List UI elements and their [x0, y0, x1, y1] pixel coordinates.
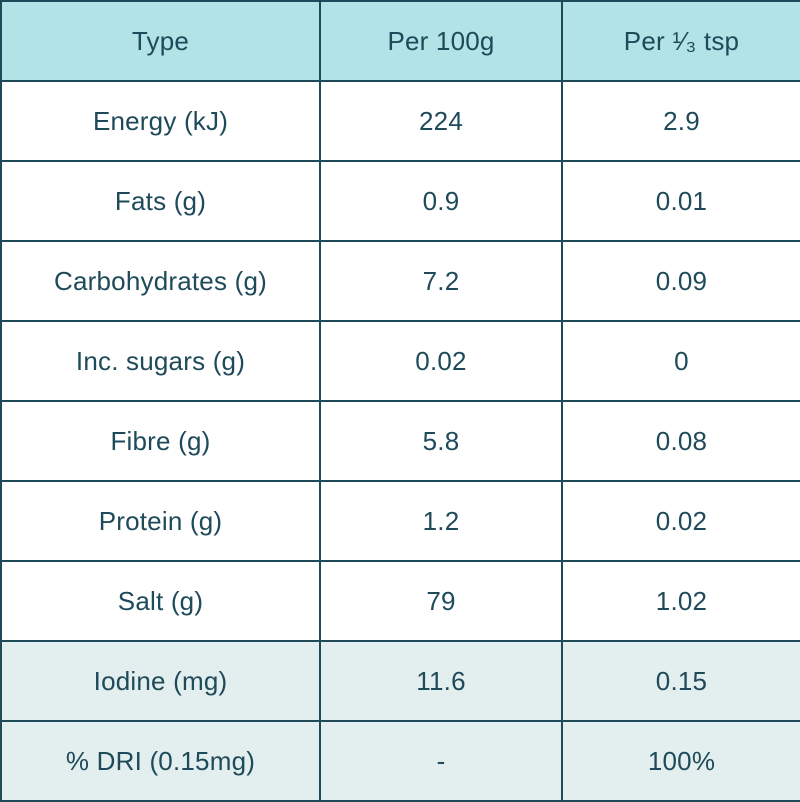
header-type: Type [0, 0, 321, 82]
header-per-third-tsp: Per ¹⁄₃ tsp [561, 0, 800, 82]
cell-per-100g: 5.8 [319, 400, 563, 482]
table-row: Fibre (g) 5.8 0.08 [0, 400, 800, 482]
cell-per-100g: 224 [319, 80, 563, 162]
cell-per-third-tsp: 2.9 [561, 80, 800, 162]
cell-type: % DRI (0.15mg) [0, 720, 321, 802]
table-row-dri: % DRI (0.15mg) - 100% [0, 720, 800, 802]
cell-per-third-tsp: 0.01 [561, 160, 800, 242]
table-row: Protein (g) 1.2 0.02 [0, 480, 800, 562]
table-row: Carbohydrates (g) 7.2 0.09 [0, 240, 800, 322]
table-row: Inc. sugars (g) 0.02 0 [0, 320, 800, 402]
cell-type: Iodine (mg) [0, 640, 321, 722]
header-per-100g: Per 100g [319, 0, 563, 82]
cell-type: Salt (g) [0, 560, 321, 642]
table-row-iodine: Iodine (mg) 11.6 0.15 [0, 640, 800, 722]
cell-per-100g: 79 [319, 560, 563, 642]
cell-per-third-tsp: 0.15 [561, 640, 800, 722]
cell-per-third-tsp: 0.08 [561, 400, 800, 482]
cell-per-100g: - [319, 720, 563, 802]
cell-per-100g: 0.9 [319, 160, 563, 242]
cell-type: Inc. sugars (g) [0, 320, 321, 402]
cell-per-100g: 1.2 [319, 480, 563, 562]
cell-per-third-tsp: 0.02 [561, 480, 800, 562]
cell-per-100g: 0.02 [319, 320, 563, 402]
cell-per-third-tsp: 0.09 [561, 240, 800, 322]
table-row: Fats (g) 0.9 0.01 [0, 160, 800, 242]
table-body: Energy (kJ) 224 2.9 Fats (g) 0.9 0.01 Ca… [0, 80, 800, 802]
cell-per-100g: 11.6 [319, 640, 563, 722]
table-row: Salt (g) 79 1.02 [0, 560, 800, 642]
cell-type: Energy (kJ) [0, 80, 321, 162]
cell-per-100g: 7.2 [319, 240, 563, 322]
table-header: Type Per 100g Per ¹⁄₃ tsp [0, 0, 800, 82]
cell-type: Fats (g) [0, 160, 321, 242]
cell-type: Protein (g) [0, 480, 321, 562]
cell-type: Fibre (g) [0, 400, 321, 482]
cell-per-third-tsp: 0 [561, 320, 800, 402]
cell-per-third-tsp: 100% [561, 720, 800, 802]
header-row: Type Per 100g Per ¹⁄₃ tsp [0, 0, 800, 82]
cell-type: Carbohydrates (g) [0, 240, 321, 322]
table-row: Energy (kJ) 224 2.9 [0, 80, 800, 162]
cell-per-third-tsp: 1.02 [561, 560, 800, 642]
